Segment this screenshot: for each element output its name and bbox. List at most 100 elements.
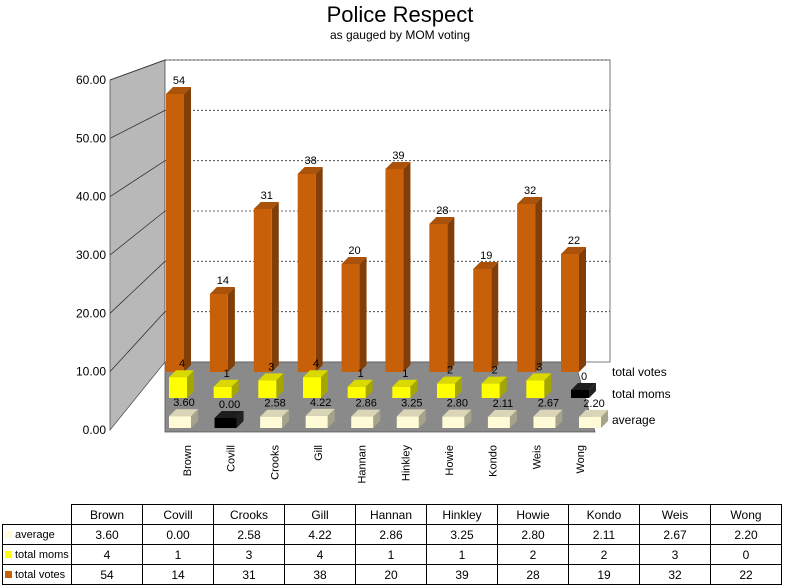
bar-top-total-votes (517, 197, 543, 204)
bar-top-average (533, 409, 563, 417)
bar-side-total-moms (589, 383, 596, 398)
table-cell: 19 (568, 564, 640, 585)
bar-top-total-moms (571, 383, 596, 390)
category-label: Hinkley (400, 445, 412, 482)
table-cell: 38 (284, 564, 356, 585)
data-label: 3 (536, 361, 542, 373)
bar-total-votes (166, 94, 184, 372)
bar-average (305, 415, 328, 428)
data-label: 32 (524, 185, 536, 197)
table-cell: 4 (71, 544, 143, 565)
bar-top-total-votes (561, 247, 586, 254)
bar-top-average (442, 409, 472, 417)
bar-total-votes (253, 209, 272, 372)
bar-total-votes (385, 169, 404, 372)
y-tick-label: 0.00 (83, 423, 107, 437)
table-cell: 1 (426, 544, 498, 565)
category-label: Brown (182, 445, 194, 476)
data-label: 38 (305, 155, 317, 167)
category-label: Weis (531, 445, 543, 470)
bar-side-total-votes (315, 167, 323, 372)
bar-side-total-votes (271, 202, 279, 372)
data-label: 0 (581, 371, 587, 383)
category-label: Covill (226, 445, 238, 472)
bar-side-total-votes (535, 197, 543, 372)
bar-total-moms (437, 383, 455, 398)
table-cell: 2.86 (355, 524, 427, 545)
data-label: 3.25 (401, 397, 422, 409)
table-row: total moms 4 1 3 4 1 1 2 2 3 0 (2, 544, 782, 565)
table-cell: 4.22 (284, 524, 356, 545)
chart-title: Police Respect (326, 2, 474, 27)
bar-side-total-moms (410, 379, 418, 398)
gridline (109, 261, 166, 314)
bar-total-votes (341, 264, 360, 372)
bar-side-average (327, 408, 335, 428)
table-cell: 22 (710, 564, 782, 585)
bar-top-total-moms (347, 379, 373, 387)
table-series-key: total moms (2, 544, 72, 565)
bar-side-total-moms (321, 370, 328, 398)
bar-top-average (487, 409, 517, 417)
bar-side-total-moms (544, 373, 552, 398)
legend-swatch (5, 571, 12, 579)
bar-top-total-votes (166, 87, 191, 94)
table-cell: 14 (142, 564, 214, 585)
gridline (109, 160, 166, 198)
data-label: 2 (447, 365, 453, 377)
bar-top-average (396, 409, 426, 417)
bar-average (260, 416, 283, 428)
bar-side-average (373, 409, 381, 428)
bar-side-total-moms (231, 379, 239, 398)
bar-side-total-votes (227, 287, 235, 372)
bar-side-total-votes (447, 217, 455, 372)
table-cell: 3 (213, 544, 285, 565)
category-label: Hannan (357, 445, 369, 484)
table-cell: 31 (213, 564, 285, 585)
table-series-key: total votes (2, 564, 72, 585)
table-cell: 2.80 (497, 524, 569, 545)
bar-total-moms (303, 377, 321, 398)
bar-total-votes (561, 254, 579, 372)
bar-top-average (305, 408, 335, 416)
data-label: 2.58 (264, 398, 285, 410)
legend-swatch (5, 531, 12, 539)
data-label: 4 (313, 358, 319, 370)
legend-swatch (5, 551, 12, 559)
table-row: average 3.60 0.00 2.58 4.22 2.86 3.25 2.80 2.11 2… (2, 524, 782, 545)
table-series-key: average (2, 524, 72, 545)
table-cell: 0.00 (142, 524, 214, 545)
bar-average (169, 416, 191, 428)
table-column-header: Hannan (355, 504, 427, 525)
data-label: 54 (173, 75, 185, 87)
series-label: average (612, 413, 656, 427)
bar-side-total-moms (499, 376, 507, 398)
bar-top-total-moms (481, 376, 507, 384)
category-label: Howie (444, 445, 456, 476)
bar-side-average (509, 409, 517, 428)
data-label: 28 (436, 205, 448, 217)
bar-side-total-votes (491, 262, 499, 372)
table-column-header: Kondo (568, 504, 640, 525)
bar-total-votes (517, 204, 536, 372)
series-label: total moms (612, 387, 671, 401)
gridline (109, 210, 166, 256)
data-label: 14 (217, 275, 229, 287)
bar-total-votes (429, 224, 448, 372)
data-label: 39 (392, 150, 404, 162)
bar-top-average (579, 409, 608, 417)
table-cell: 2.67 (639, 524, 711, 545)
bar-total-moms (571, 390, 589, 398)
bar-top-average (260, 409, 290, 417)
bar-side-average (191, 409, 198, 428)
table-cell: 2.11 (568, 524, 640, 545)
table-cell: 2.58 (213, 524, 285, 545)
bar-side-total-votes (579, 247, 586, 372)
data-label: 4 (179, 358, 185, 370)
bar-top-average (351, 409, 381, 417)
data-label: 19 (480, 250, 492, 262)
bar-average (487, 416, 510, 428)
bar-top-total-votes (385, 162, 411, 169)
table-cell: 2 (568, 544, 640, 565)
table-column-header: Howie (497, 504, 569, 525)
